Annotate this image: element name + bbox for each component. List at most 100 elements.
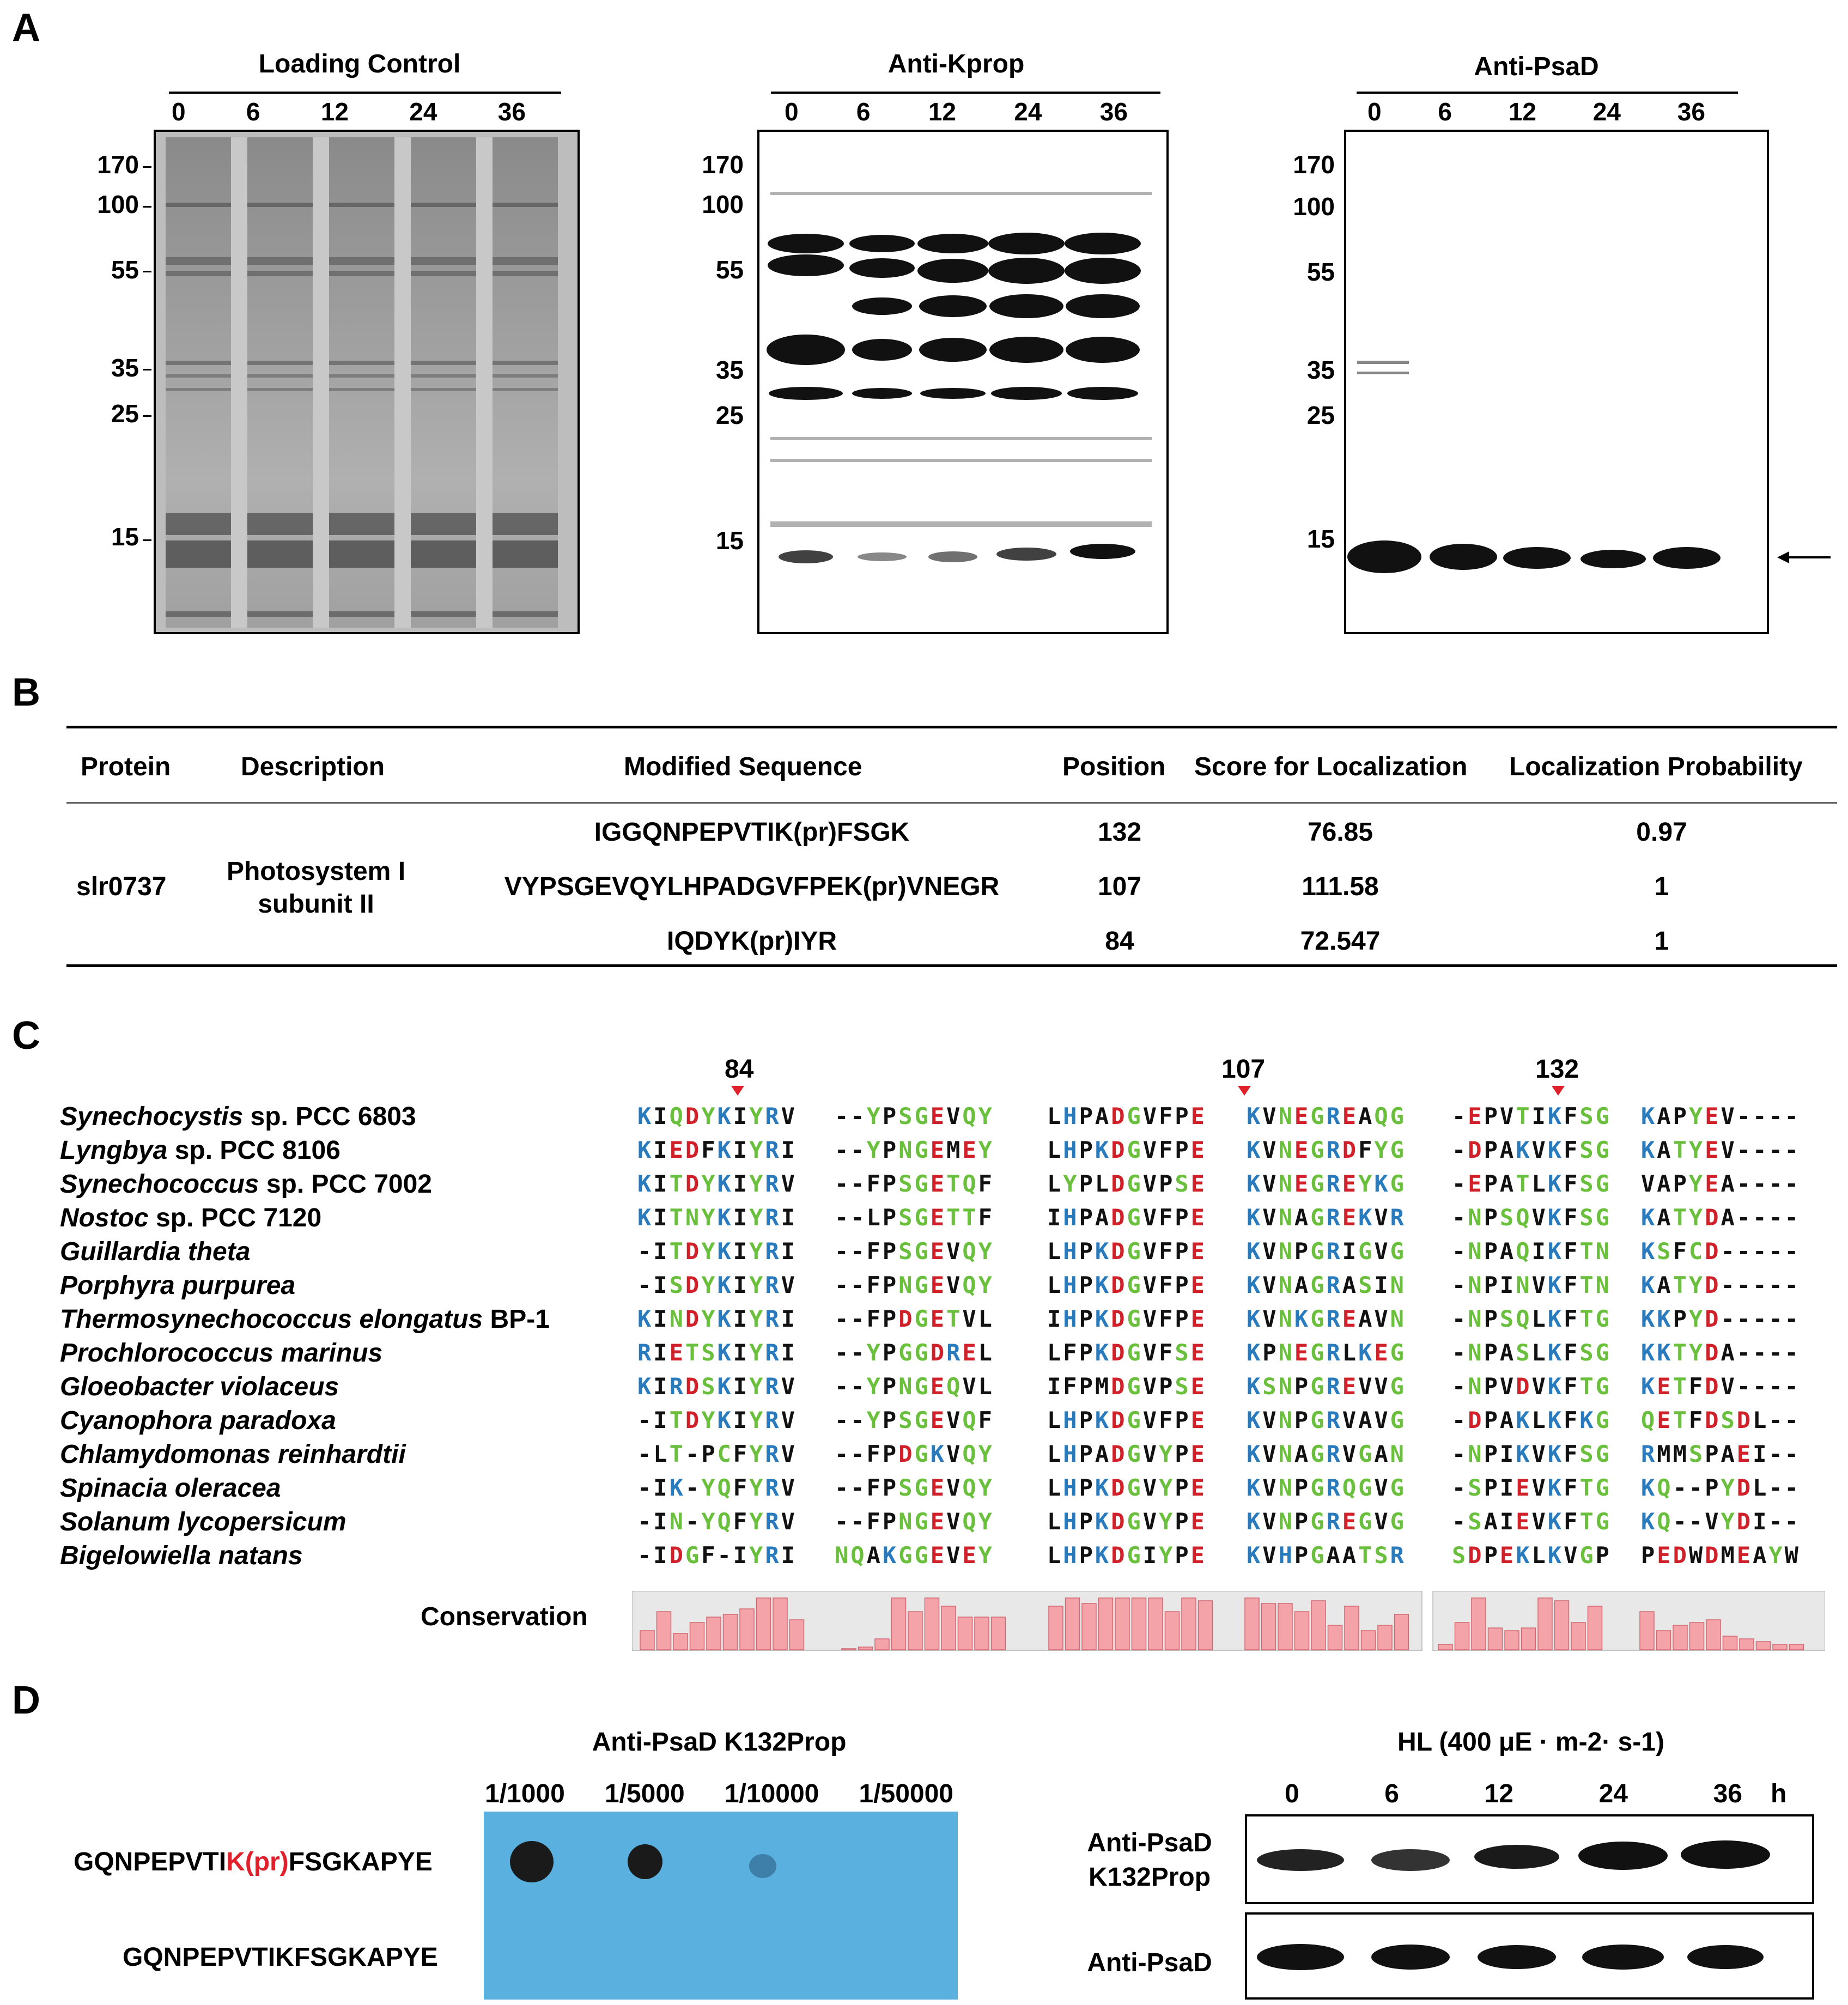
site-label-84: 84	[725, 1055, 754, 1084]
panel-label-d: D	[12, 1679, 40, 1722]
col-header-position: Position	[1062, 752, 1166, 781]
site-marker-107	[1238, 1086, 1251, 1096]
conservation-bar	[1244, 1597, 1260, 1650]
arrow-icon	[1777, 551, 1831, 563]
conservation-bar	[1360, 1630, 1376, 1650]
conservation-bar	[1706, 1619, 1721, 1650]
conservation-chart	[632, 1591, 1825, 1651]
title-underline	[1357, 92, 1738, 94]
col-header-protein: Protein	[81, 752, 171, 781]
species-name: Porphyra purpurea	[60, 1271, 296, 1300]
description-line2: subunit II	[258, 890, 374, 919]
conservation-bar	[1587, 1606, 1603, 1650]
panel-label-b: B	[12, 671, 40, 714]
col-header-description: Description	[241, 752, 385, 781]
conservation-bar	[1504, 1630, 1519, 1650]
conservation-bar	[1722, 1636, 1738, 1650]
conservation-bar	[1438, 1644, 1453, 1650]
lane-labels: 0 6 12 24 36	[172, 98, 526, 126]
wb-psad	[1245, 1912, 1814, 2000]
site-label-107: 107	[1221, 1055, 1266, 1084]
site-marker-84	[731, 1086, 744, 1096]
peptide-modified-label: GQNPEPVTIK(pr)FSGKAPYE	[74, 1848, 433, 1876]
conservation-label: Conservation	[421, 1602, 588, 1631]
title-underline	[771, 92, 1160, 94]
conservation-bar	[1148, 1597, 1163, 1650]
conservation-bar	[841, 1648, 856, 1650]
conservation-bar	[1327, 1625, 1343, 1650]
table-header-rule	[66, 802, 1837, 804]
conservation-bar	[1755, 1641, 1771, 1650]
conservation-bar	[1689, 1622, 1705, 1650]
species-name: Spinacia oleracea	[60, 1474, 281, 1503]
conservation-bar	[1739, 1638, 1754, 1650]
blot-anti-psad	[1344, 130, 1769, 634]
conservation-bar	[924, 1597, 940, 1650]
species-name: Prochlorococcus marinus	[60, 1339, 383, 1368]
conservation-bar	[874, 1638, 890, 1650]
conservation-bar	[640, 1630, 655, 1650]
conservation-bar	[1656, 1630, 1671, 1650]
conservation-bar	[1098, 1597, 1114, 1650]
conservation-bar	[1487, 1627, 1503, 1650]
conservation-bar	[1197, 1600, 1213, 1650]
wb-row1-label-line1: Anti-PsaD	[1087, 1828, 1212, 1857]
panel-label-c: C	[12, 1014, 40, 1058]
conservation-bar	[1115, 1597, 1130, 1650]
gel-loading-control	[154, 130, 580, 634]
site-label-132: 132	[1535, 1055, 1579, 1084]
conservation-bar	[891, 1597, 907, 1650]
wb-title: HL (400 μE · m-2· s-1)	[1397, 1728, 1664, 1757]
blot-title-anti-kprop: Anti-Kprop	[887, 50, 1025, 78]
species-name: Thermosynechococcus elongatus BP-1	[60, 1305, 550, 1334]
blot-title-anti-psad: Anti-PsaD	[1474, 52, 1599, 81]
species-name: Guillardia theta	[60, 1237, 251, 1266]
conservation-bar	[908, 1611, 923, 1650]
description-line1: Photosystem I	[226, 857, 406, 886]
conservation-bar	[722, 1614, 738, 1650]
conservation-bar	[1081, 1603, 1097, 1650]
protein-id: slr0737	[76, 872, 167, 901]
conservation-bar	[673, 1633, 688, 1650]
wb-k132prop	[1245, 1814, 1814, 1904]
conservation-bar	[1554, 1600, 1570, 1650]
conservation-bar	[739, 1608, 755, 1650]
conservation-bar	[1394, 1614, 1409, 1650]
species-name: Cyanophora paradoxa	[60, 1406, 336, 1435]
species-name: Chlamydomonas reinhardtii	[60, 1440, 406, 1469]
dilution-labels: 1/1000 1/5000 1/10000 1/50000	[485, 1779, 953, 1808]
conservation-bar	[941, 1606, 956, 1650]
lane-labels: 0 6 12 24 36	[785, 98, 1128, 126]
species-name: Lyngbya sp. PCC 8106	[60, 1136, 341, 1165]
conservation-bar	[1164, 1611, 1180, 1650]
conservation-bar	[1521, 1627, 1536, 1650]
conservation-bar	[656, 1611, 672, 1650]
site-marker-132	[1552, 1086, 1565, 1096]
species-name: Solanum lycopersicum	[60, 1508, 346, 1536]
wb-row2-label: Anti-PsaD	[1087, 1948, 1212, 1977]
conservation-bar	[1471, 1597, 1486, 1650]
conservation-bar	[706, 1617, 721, 1650]
table-top-rule	[66, 726, 1837, 728]
wb-lane-labels: 0 6 12 24 36	[1285, 1779, 1742, 1808]
conservation-bar	[773, 1597, 788, 1650]
blot-title-loading-control: Loading Control	[258, 50, 461, 78]
panel-label-a: A	[12, 6, 40, 50]
table-bottom-rule	[66, 964, 1837, 967]
conservation-bar	[858, 1646, 873, 1650]
conservation-bar	[1377, 1625, 1393, 1650]
conservation-bar	[1789, 1644, 1804, 1650]
conservation-bar	[1311, 1600, 1326, 1650]
conservation-bar	[789, 1619, 805, 1650]
peptide-unmodified-label: GQNPEPVTIKFSGKAPYE	[123, 1943, 438, 1972]
conservation-bar	[957, 1617, 973, 1650]
wb-unit-label: h	[1771, 1779, 1787, 1808]
conservation-bar	[1344, 1606, 1359, 1650]
col-header-score: Score for Localization	[1194, 752, 1468, 781]
conservation-bar	[1261, 1603, 1276, 1650]
conservation-bar	[1639, 1611, 1655, 1650]
col-header-probability: Localization Probability	[1509, 752, 1803, 781]
conservation-bar	[1181, 1597, 1196, 1650]
lane-labels: 0 6 12 24 36	[1367, 98, 1705, 126]
dot-blot-membrane	[484, 1812, 958, 2000]
